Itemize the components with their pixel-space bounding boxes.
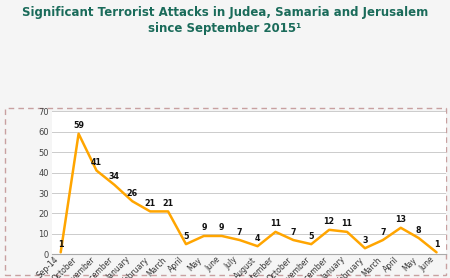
Text: 7: 7: [291, 228, 296, 237]
Text: 9: 9: [219, 224, 225, 232]
Text: 4: 4: [255, 234, 260, 243]
Text: 11: 11: [270, 219, 281, 229]
Text: 21: 21: [144, 199, 156, 208]
Text: 41: 41: [91, 158, 102, 167]
Text: 11: 11: [342, 219, 352, 229]
Text: 21: 21: [162, 199, 174, 208]
Text: 13: 13: [395, 215, 406, 224]
Text: 7: 7: [237, 228, 243, 237]
Text: Significant Terrorist Attacks in Judea, Samaria and Jerusalem
since September 20: Significant Terrorist Attacks in Judea, …: [22, 6, 428, 35]
Text: 5: 5: [309, 232, 314, 241]
Text: 12: 12: [324, 217, 335, 226]
Text: 59: 59: [73, 121, 84, 130]
Text: 1: 1: [434, 240, 439, 249]
Text: 1: 1: [58, 240, 63, 249]
Text: 8: 8: [416, 225, 422, 235]
Text: 7: 7: [380, 228, 386, 237]
Text: 26: 26: [127, 189, 138, 198]
Text: 3: 3: [362, 236, 368, 245]
Text: 9: 9: [201, 224, 207, 232]
Text: 34: 34: [109, 172, 120, 181]
Text: 5: 5: [183, 232, 189, 241]
